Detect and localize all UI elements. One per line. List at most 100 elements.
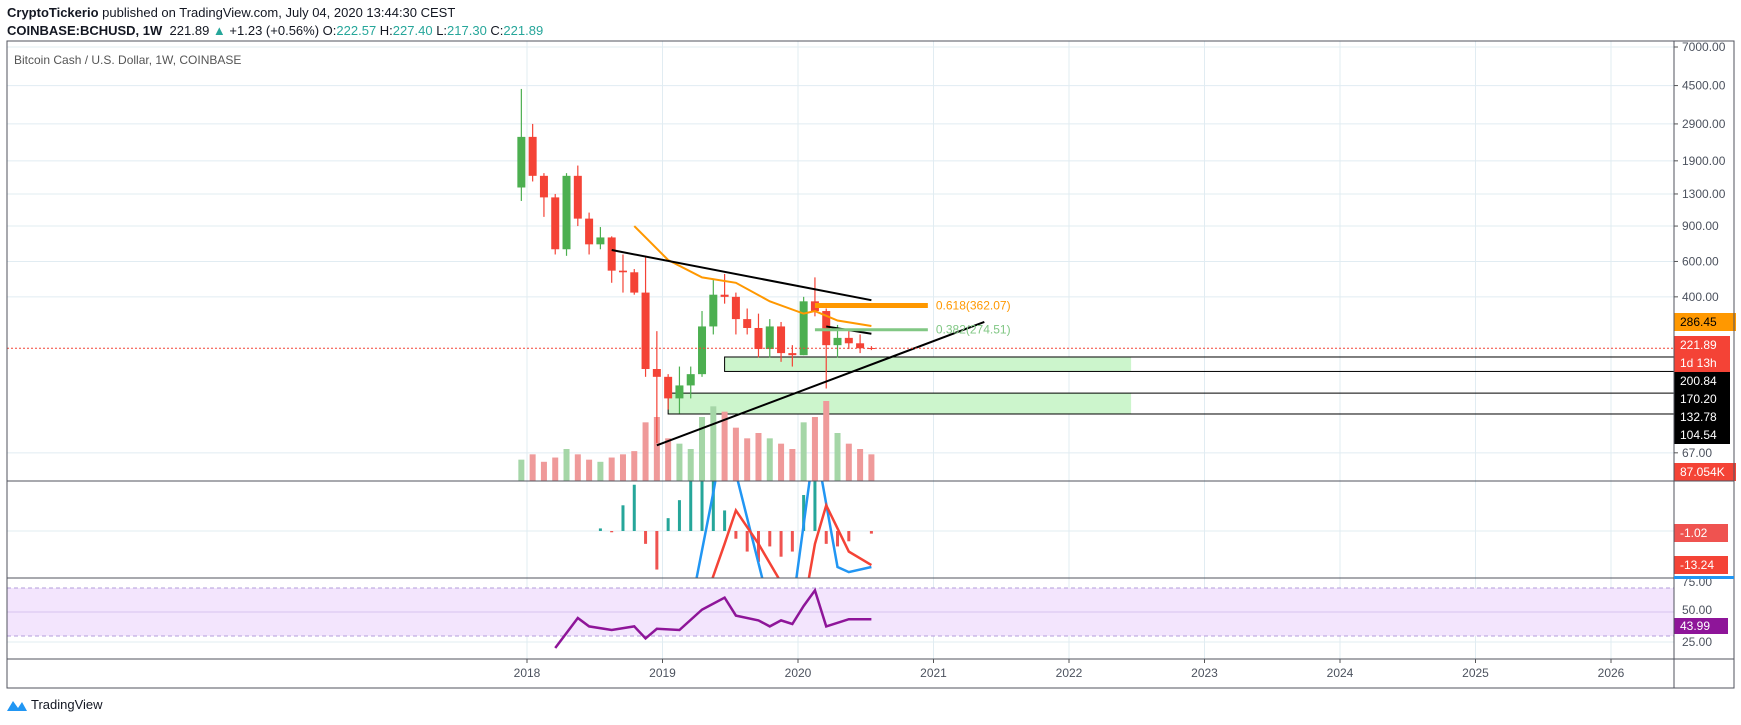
macd-histogram-bar (644, 531, 648, 544)
volume-bar (800, 422, 807, 481)
y-tick-label: 400.00 (1682, 290, 1719, 304)
volume-bar (653, 417, 660, 481)
last-price: 221.89 (169, 23, 210, 38)
macd-histogram-bar (610, 531, 614, 533)
price-label-text: 104.54 (1680, 428, 1717, 442)
price-label-badge (1674, 336, 1730, 354)
candle-body (686, 374, 695, 386)
price-label-badge (1674, 354, 1730, 372)
macd-histogram-bar (677, 500, 681, 531)
macd-histogram-bar (711, 481, 715, 531)
fib-level-label: 0.382(274.51) (936, 323, 1011, 337)
macd-histogram-bar (689, 481, 693, 531)
rsi-tick-label: 50.00 (1682, 603, 1712, 617)
volume-bar (823, 401, 830, 481)
macd-histogram-bar (655, 531, 659, 570)
y-tick-label: 900.00 (1682, 219, 1719, 233)
chart-title: Bitcoin Cash / U.S. Dollar, 1W, COINBASE (14, 53, 241, 67)
x-tick-label: 2023 (1191, 666, 1218, 680)
x-tick-label: 2021 (920, 666, 947, 680)
volume-bar (699, 417, 706, 481)
candle-body (822, 311, 831, 346)
y-tick-label: 7000.00 (1682, 40, 1726, 54)
volume-bar (755, 433, 762, 481)
volume-bar (676, 443, 683, 481)
macd-histogram-bar (768, 531, 772, 547)
macd-histogram-bar (734, 531, 738, 539)
volume-bar (619, 454, 626, 481)
candle-body (630, 272, 639, 293)
candle-body (618, 270, 627, 273)
symbol-info: COINBASE:BCHUSD, 1W 221.89 ▲ +1.23 (+0.5… (7, 23, 543, 38)
candle-body (720, 294, 729, 297)
signal-line (711, 501, 873, 578)
candle-body (743, 319, 752, 328)
tradingview-logo[interactable]: TradingView (6, 697, 103, 712)
volume-bar (597, 461, 604, 481)
chart-border (6, 40, 1735, 689)
candle-body (754, 327, 763, 350)
macd-line (695, 481, 872, 578)
publish-info: CryptoTickerio published on TradingView.… (7, 5, 455, 20)
price-label-badge (1674, 372, 1730, 390)
candle-body (833, 337, 842, 346)
price-label-text: 221.89 (1680, 338, 1717, 352)
price-label-badge (1674, 408, 1730, 426)
candle-body (585, 218, 594, 245)
candle-body (675, 385, 684, 399)
candle-body (551, 197, 560, 250)
moving-average-line (633, 225, 872, 327)
price-label-text: 170.20 (1680, 392, 1717, 406)
volume-bar (665, 438, 672, 481)
macd-value-label: -13.24 (1680, 558, 1714, 572)
symbol: COINBASE:BCHUSD, 1W (7, 23, 163, 38)
macd-histogram-bar (779, 531, 783, 557)
low-label: L: (436, 23, 448, 38)
candle-body (641, 292, 650, 370)
rsi-value-label: 43.99 (1680, 619, 1710, 633)
volume-bar (608, 457, 615, 481)
macd-value-badge (1674, 524, 1728, 542)
candle-body (731, 296, 740, 320)
tradingview-brand: TradingView (31, 697, 103, 712)
price-label-text: 200.84 (1680, 374, 1717, 388)
x-tick-label: 2019 (649, 666, 676, 680)
trendline (611, 249, 872, 302)
macd-histogram-bar (824, 531, 828, 544)
x-tick-label: 2025 (1462, 666, 1489, 680)
volume-bar (834, 433, 841, 481)
candle-body (652, 369, 661, 377)
volume-bar (642, 422, 649, 481)
volume-bar (789, 449, 796, 481)
candle-body (562, 175, 571, 250)
candle-body (777, 326, 786, 354)
macd-histogram-bar (700, 481, 704, 531)
volume-bar (552, 457, 559, 481)
volume-bar (529, 454, 536, 481)
fib-level-label: 0.618(362.07) (936, 299, 1011, 313)
candle-body (799, 301, 808, 356)
candle-body (539, 175, 548, 198)
rsi-line (554, 587, 872, 649)
macd-value-badge (1674, 556, 1728, 574)
open-label: O: (322, 23, 337, 38)
candle-body (709, 294, 718, 327)
author-name[interactable]: CryptoTickerio (7, 5, 99, 20)
tradingview-logo-icon (7, 700, 27, 711)
volume-bar (778, 443, 785, 481)
y-tick-label: 1900.00 (1682, 154, 1726, 168)
rsi-value-badge (1674, 618, 1728, 634)
macd-histogram-bar (802, 495, 806, 531)
close-label: C: (490, 23, 504, 38)
support-zone (724, 356, 1132, 372)
candle-body (596, 237, 605, 245)
macd-value-label: -1.02 (1680, 526, 1708, 540)
x-tick-label: 2018 (514, 666, 541, 680)
price-label-badge (1674, 390, 1730, 408)
candle-body (788, 353, 797, 356)
candle-body (856, 343, 865, 349)
price-label-badge (1674, 426, 1730, 444)
y-tick-label: 1300.00 (1682, 187, 1726, 201)
macd-histogram-bar (723, 510, 727, 531)
